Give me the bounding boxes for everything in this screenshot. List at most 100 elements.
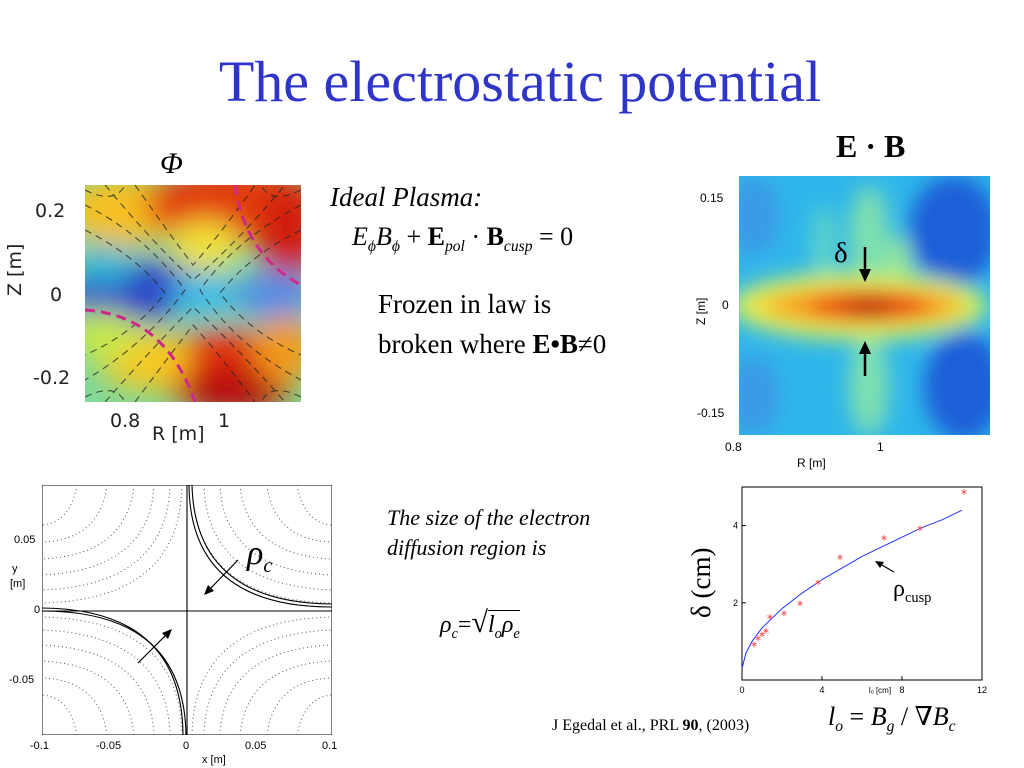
formula-rho-e: ρ [501, 612, 514, 638]
eq-dot: · [464, 222, 487, 251]
lo-eq: = [843, 702, 871, 731]
lo-sub-g: g [886, 718, 895, 736]
lo-b2: B [932, 702, 949, 731]
ideal-plasma-heading: Ideal Plasma: [330, 182, 483, 212]
diffusion-line-2: diffusion region is [387, 535, 547, 560]
frozen-line-2-bold: E•B [532, 329, 578, 359]
field-xtick: 0.05 [245, 740, 267, 752]
x-tick-label: 12 [977, 685, 987, 695]
eq-plus: + [399, 222, 428, 251]
eb-map [739, 176, 990, 435]
eb-xtick: 0.8 [725, 440, 742, 454]
chart-frame [741, 486, 983, 681]
field-lines-plot [42, 485, 332, 735]
rho-cusp-rho: ρ [893, 576, 905, 602]
frozen-line-2-tail: ≠0 [577, 329, 607, 359]
data-point: * [961, 487, 967, 501]
data-point: * [759, 630, 765, 644]
eb-ylabel: Z [m] [694, 297, 708, 325]
sqrt-symbol: √ [471, 606, 488, 639]
phi-ytick: 0.2 [35, 200, 66, 222]
eq-equals-zero: = 0 [532, 222, 574, 251]
field-ylabel-unit: [m] [10, 578, 26, 590]
eq-b-bold: B [486, 222, 504, 251]
phi-potential-map [85, 185, 301, 402]
ideal-plasma-equation: EϕBϕ + Epol · Bcusp = 0 [352, 222, 573, 256]
rho-c-sub: c [263, 554, 273, 577]
eb-xtick: 1 [877, 440, 884, 454]
phi-symbol: Φ [160, 147, 183, 180]
formula-sub-c: c [451, 625, 458, 642]
rho-cusp-sub: cusp [904, 589, 932, 606]
citation-prefix: J Egedal et al., PRL [552, 717, 683, 734]
frozen-line-2-text: broken where [378, 329, 533, 359]
formula-l: l [487, 612, 495, 638]
x-axis-label: lₒ [cm] [869, 686, 891, 695]
scaling-ylabel: δ (cm) [686, 547, 716, 618]
diffusion-line-1: The size of the electron [387, 505, 591, 530]
eq-e: E [352, 222, 368, 251]
eb-ytick: -0.15 [697, 406, 725, 420]
rho-c-formula: ρc=√loρe [440, 606, 520, 643]
eb-xlabel: R [m] [797, 456, 826, 470]
lo-l: l [828, 702, 836, 731]
formula-equals: = [457, 612, 472, 638]
data-point: * [837, 552, 843, 566]
rho-cusp-arrow [875, 561, 895, 573]
data-point: * [755, 633, 761, 647]
y-tick-label: 4 [733, 521, 738, 531]
lo-b: B [870, 702, 887, 731]
frozen-line-2: broken where E•B≠0 [378, 324, 606, 364]
field-ylabel-y: y [12, 563, 18, 575]
diffusion-text: The size of the electron diffusion regio… [387, 503, 590, 563]
eq-sub-cusp: cusp [503, 238, 533, 256]
formula-sub-e: e [513, 625, 520, 642]
citation-suffix: , (2003) [698, 717, 750, 734]
data-point: * [767, 612, 773, 626]
data-point: * [917, 523, 923, 537]
eq-sub-phi: ϕ [367, 238, 376, 256]
x-tick-label: 4 [819, 685, 824, 695]
frozen-line-1: Frozen in law is [378, 289, 552, 319]
y-tick-label: 2 [733, 598, 738, 608]
eq-e-bold: E [427, 222, 445, 251]
phi-xtick-left: 0.8 [110, 410, 141, 432]
lo-formula: lo = Bg / ∇Bc [828, 702, 956, 736]
field-ytick: -0.05 [9, 674, 35, 686]
citation: J Egedal et al., PRL 90, (2003) [552, 717, 749, 735]
phi-ytick: 0 [50, 284, 63, 306]
field-xtick: 0.1 [322, 740, 338, 752]
eq-sub-phi2: ϕ [391, 238, 400, 256]
data-point: * [781, 608, 787, 622]
x-tick-label: 0 [739, 685, 744, 695]
data-point: * [797, 599, 803, 613]
rho-c-rho: ρ [247, 535, 264, 572]
phi-xlabel: R [m] [152, 423, 205, 445]
eb-delta: δ [834, 237, 848, 269]
frozen-in-text: Frozen in law is broken where E•B≠0 [378, 284, 606, 364]
citation-volume: 90 [682, 717, 699, 734]
rho-c-label: ρc [247, 535, 272, 578]
data-point: * [815, 578, 821, 592]
eb-ytick: 0 [722, 298, 729, 312]
fit-curve [741, 509, 963, 669]
eb-label: E · B [836, 128, 906, 164]
x-tick-label: 8 [899, 685, 904, 695]
data-point: * [763, 626, 769, 640]
eq-sub-pol: pol [444, 238, 465, 256]
formula-rho: ρ [440, 612, 452, 638]
rho-cusp-label: ρcusp [893, 576, 931, 607]
field-arrow-2 [137, 634, 167, 664]
data-point: * [751, 639, 757, 653]
field-xtick: -0.05 [96, 740, 122, 752]
slide-title: The electrostatic potential [218, 49, 822, 114]
field-ytick: 0.05 [14, 534, 36, 546]
formula-sub-o: o [494, 625, 502, 642]
lo-div: / ∇ [894, 702, 933, 731]
lo-sub-o: o [835, 718, 844, 736]
field-xlabel: x [m] [202, 754, 226, 766]
data-point: * [881, 533, 887, 547]
eq-b: B [375, 222, 392, 251]
field-ytick: 0 [34, 604, 41, 616]
field-arrow-1 [209, 559, 239, 590]
